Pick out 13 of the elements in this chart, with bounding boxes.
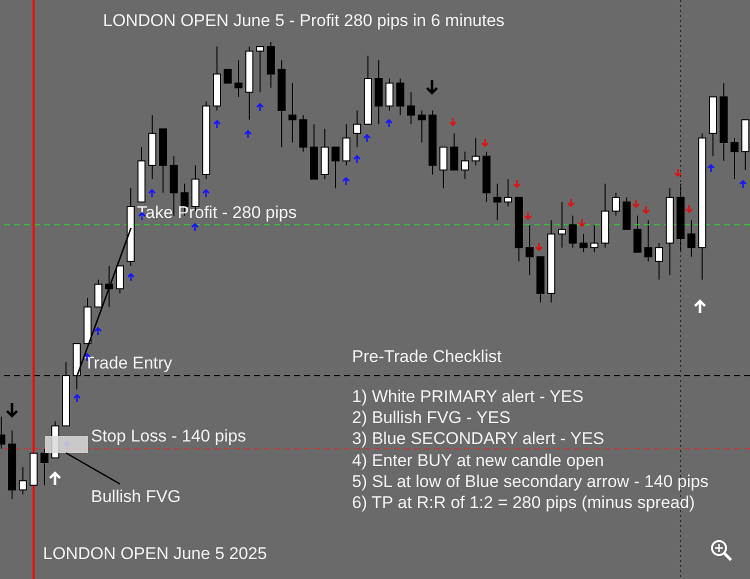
annotation: Bullish FVG bbox=[91, 487, 181, 506]
ref-line-label: Trade Entry bbox=[84, 354, 173, 373]
chart-title: LONDON OPEN June 5 - Profit 280 pips in 6 minutes bbox=[103, 11, 505, 30]
annotation: 2) Bullish FVG - YES bbox=[352, 408, 510, 427]
annotation: 4) Enter BUY at new candle open bbox=[352, 451, 604, 470]
annotation: 5) SL at low of Blue secondary arrow - 140 pips bbox=[352, 472, 709, 491]
annotation: 1) White PRIMARY alert - YES bbox=[352, 387, 584, 406]
annotation: 3) Blue SECONDARY alert - YES bbox=[352, 429, 604, 448]
ref-line-label: Stop Loss - 140 pips bbox=[91, 426, 246, 446]
text: LONDON OPEN June 5 2025 bbox=[43, 544, 267, 563]
ref-line-label: Take Profit - 280 pips bbox=[137, 202, 297, 222]
annotation: 6) TP at R:R of 1:2 = 280 pips (minus spread) bbox=[352, 493, 695, 512]
annotation: Pre-Trade Checklist bbox=[352, 347, 502, 366]
